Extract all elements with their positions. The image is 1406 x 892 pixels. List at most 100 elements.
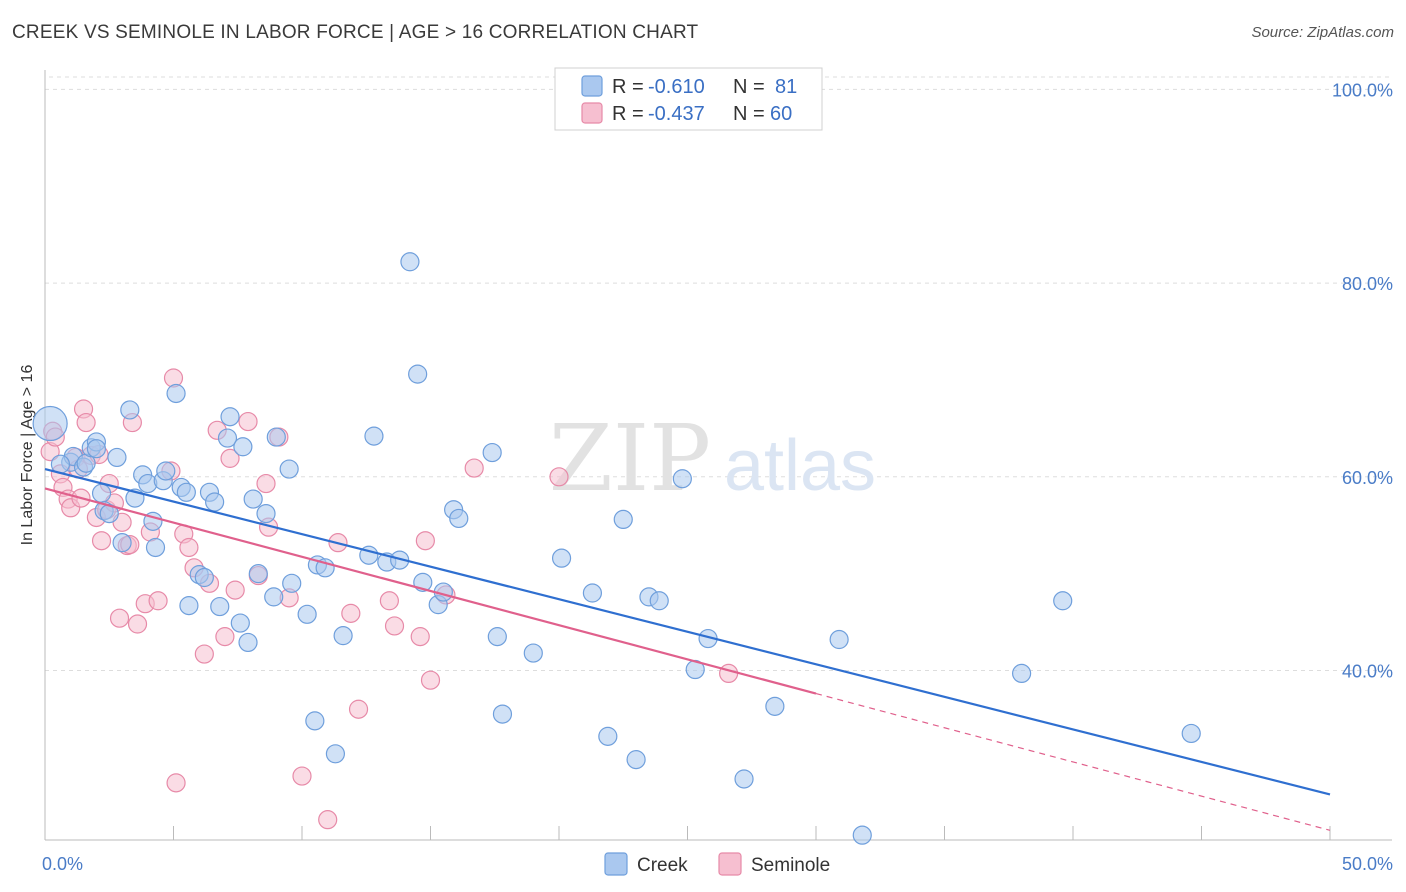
- creek-point: [194, 567, 214, 588]
- top-legend: R = -0.610 N = 81 R = -0.437 N = 60: [554, 67, 823, 131]
- creek-point: [297, 604, 317, 624]
- creek-point: [672, 469, 692, 489]
- seminole-point: [292, 766, 312, 786]
- creek-point: [852, 825, 872, 845]
- chart-source: Source: ZipAtlas.com: [1251, 24, 1394, 41]
- creek-point: [492, 704, 513, 724]
- seminole-point: [256, 473, 276, 494]
- seminole-point: [384, 616, 405, 636]
- creek-point: [107, 447, 127, 468]
- creek-point: [264, 587, 284, 607]
- creek-point: [233, 437, 253, 457]
- watermark-zip: ZIP: [549, 405, 711, 512]
- creek-point: [217, 428, 238, 448]
- creek-point: [765, 696, 785, 716]
- creek-point: [210, 596, 230, 617]
- creek-point: [598, 726, 618, 746]
- legend-seminole-n-label: N =: [733, 103, 765, 125]
- creek-point: [279, 459, 299, 479]
- creek-point: [205, 492, 225, 512]
- seminole-trend-extension: [815, 692, 1331, 831]
- creek-point: [176, 482, 196, 502]
- seminole-point: [220, 448, 240, 468]
- seminole-point: [464, 458, 484, 478]
- seminole-point: [225, 580, 245, 600]
- seminole-point: [194, 644, 214, 664]
- creek-point: [1181, 723, 1201, 744]
- creek-point: [582, 583, 603, 603]
- creek-point: [449, 508, 469, 529]
- seminole-point: [127, 614, 148, 634]
- seminole-point: [215, 627, 235, 647]
- creek-point: [333, 626, 353, 646]
- legend-seminole-n-value: 60: [770, 103, 792, 125]
- seminole-trend-line: [44, 487, 817, 695]
- seminole-point: [179, 537, 199, 558]
- legend-creek-n-label: N =: [733, 76, 765, 98]
- creek-point: [179, 596, 199, 616]
- creek-point: [400, 252, 420, 272]
- seminole-point: [420, 670, 441, 690]
- x-tick-label: 50.0%: [1342, 854, 1393, 874]
- creek-point: [266, 427, 286, 447]
- legend-creek-n-value: 81: [775, 76, 797, 98]
- seminole-point: [415, 531, 435, 551]
- creek-point: [120, 400, 140, 420]
- creek-point: [238, 632, 258, 653]
- creek-point: [86, 439, 107, 459]
- legend-swatch-seminole: [581, 102, 603, 124]
- legend-creek-r-label: R =: [612, 76, 644, 98]
- bottom-legend: Creek Seminole: [604, 852, 830, 876]
- creek-trend-line: [44, 467, 1331, 796]
- seminole-point: [379, 591, 399, 611]
- legend-creek-r-value: -0.610: [648, 76, 705, 98]
- creek-point: [145, 537, 166, 558]
- creek-point: [364, 426, 384, 446]
- creek-point: [649, 591, 669, 611]
- creek-point: [166, 383, 186, 404]
- creek-point: [829, 629, 849, 650]
- chart-title: CREEK VS SEMINOLE IN LABOR FORCE | AGE >…: [12, 22, 699, 43]
- trend-layer: [44, 467, 1331, 831]
- seminole-point: [76, 412, 96, 433]
- seminole-point: [410, 627, 430, 647]
- bottom-legend-seminole: Seminole: [751, 855, 830, 876]
- y-tick-label: 40.0%: [1342, 662, 1393, 682]
- tick-labels: 100.0% 80.0% 60.0% 40.0% 0.0% 50.0%: [42, 80, 1393, 874]
- creek-point: [230, 613, 250, 633]
- bottom-legend-creek: Creek: [637, 855, 688, 876]
- creek-point: [551, 548, 572, 568]
- creek-point: [256, 503, 276, 524]
- creek-point: [220, 407, 240, 427]
- creek-point: [408, 364, 428, 384]
- creek-point: [112, 533, 132, 553]
- watermark: ZIP atlas: [549, 405, 876, 512]
- seminole-point: [318, 810, 338, 830]
- creek-point: [613, 509, 633, 530]
- creek-point: [305, 711, 325, 731]
- y-tick-label: 80.0%: [1342, 274, 1393, 294]
- creek-point: [91, 483, 112, 503]
- legend-seminole-r-label: R =: [612, 103, 644, 125]
- creek-point: [487, 627, 507, 647]
- bottom-legend-swatch-seminole: [718, 852, 742, 876]
- creek-point: [482, 442, 502, 463]
- seminole-point: [109, 608, 130, 628]
- points-layer: [32, 252, 1201, 845]
- creek-point: [243, 489, 263, 509]
- creek-point: [156, 461, 176, 481]
- creek-point: [32, 405, 68, 442]
- creek-point: [1011, 663, 1032, 684]
- y-tick-label: 100.0%: [1332, 80, 1393, 100]
- creek-point: [282, 573, 302, 593]
- seminole-point: [341, 603, 361, 623]
- seminole-point: [238, 411, 258, 432]
- grid-layer: [45, 76, 1392, 672]
- watermark-atlas: atlas: [724, 426, 876, 506]
- creek-point: [523, 643, 543, 663]
- legend-seminole-r-value: -0.437: [648, 103, 705, 125]
- legend-swatch-creek: [581, 75, 603, 97]
- x-tick-label: 0.0%: [42, 854, 83, 874]
- creek-point: [248, 564, 268, 584]
